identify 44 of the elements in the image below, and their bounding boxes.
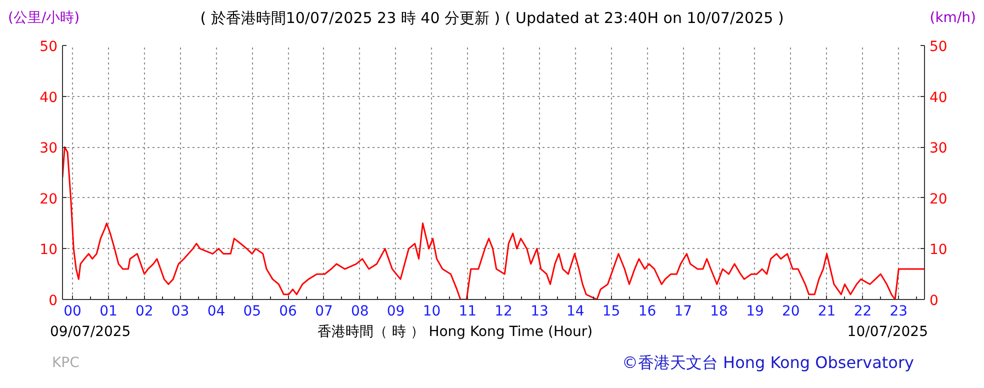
y-tick-label: 20 xyxy=(40,191,58,208)
x-tick-label: 22 xyxy=(854,304,872,320)
y2-tick-label: 10 xyxy=(930,242,948,258)
y-tick-label: 50 xyxy=(40,39,58,55)
y2-axis-title: (km/h) xyxy=(930,9,976,28)
x-tick-label: 23 xyxy=(890,304,908,320)
x-tick-label: 17 xyxy=(674,304,692,320)
x-tick-label: 00 xyxy=(64,304,82,320)
y2-tick-label: 40 xyxy=(930,90,948,106)
x-tick-label: 15 xyxy=(602,304,620,320)
text: KPC xyxy=(52,354,80,373)
x-tick-label: 07 xyxy=(315,304,333,320)
x-tick-label: 14 xyxy=(566,304,584,320)
x-tick-label: 06 xyxy=(279,304,298,320)
x-tick-label: 13 xyxy=(530,304,548,320)
y-tick-label: 10 xyxy=(40,242,58,258)
x-tick-label: 18 xyxy=(710,304,728,320)
x-axis-title: 香港時間（ 時 ） Hong Kong Time (Hour) xyxy=(317,323,593,342)
x-tick-label: 01 xyxy=(100,304,118,320)
text: 09/07/2025 xyxy=(50,323,131,342)
x-tick-label: 05 xyxy=(243,304,262,320)
chart-title: ( 於香港時間10/07/2025 23 時 40 分更新 ) ( Updated at 23:40H on 10/07/2025 ) xyxy=(200,8,784,29)
y2-tick-label: 50 xyxy=(930,39,948,55)
text: 10/07/2025 xyxy=(847,323,928,342)
y2-tick-label: 20 xyxy=(930,191,948,208)
y2-tick-label: 0 xyxy=(930,293,938,309)
x-tick-label: 21 xyxy=(818,304,836,320)
y-tick-label: 40 xyxy=(40,90,58,106)
x-tick-label: 11 xyxy=(458,304,477,320)
text: ©香港天文台 Hong Kong Observatory xyxy=(622,352,914,374)
x-tick-label: 02 xyxy=(135,304,154,320)
x-tick-label: 08 xyxy=(350,304,369,320)
x-tick-label: 20 xyxy=(782,304,800,320)
y-tick-label: 0 xyxy=(48,293,58,309)
x-tick-label: 12 xyxy=(494,304,512,320)
x-tick-label: 10 xyxy=(422,304,441,320)
y-tick-label: 30 xyxy=(40,140,58,157)
x-tick-label: 04 xyxy=(207,304,226,320)
x-tick-label: 03 xyxy=(171,304,190,320)
x-tick-label: 09 xyxy=(386,304,405,320)
y-axis-title: (公里/小時) xyxy=(8,9,80,28)
x-tick-label: 19 xyxy=(746,304,764,320)
y2-tick-label: 30 xyxy=(930,140,948,157)
x-tick-label: 16 xyxy=(638,304,656,320)
